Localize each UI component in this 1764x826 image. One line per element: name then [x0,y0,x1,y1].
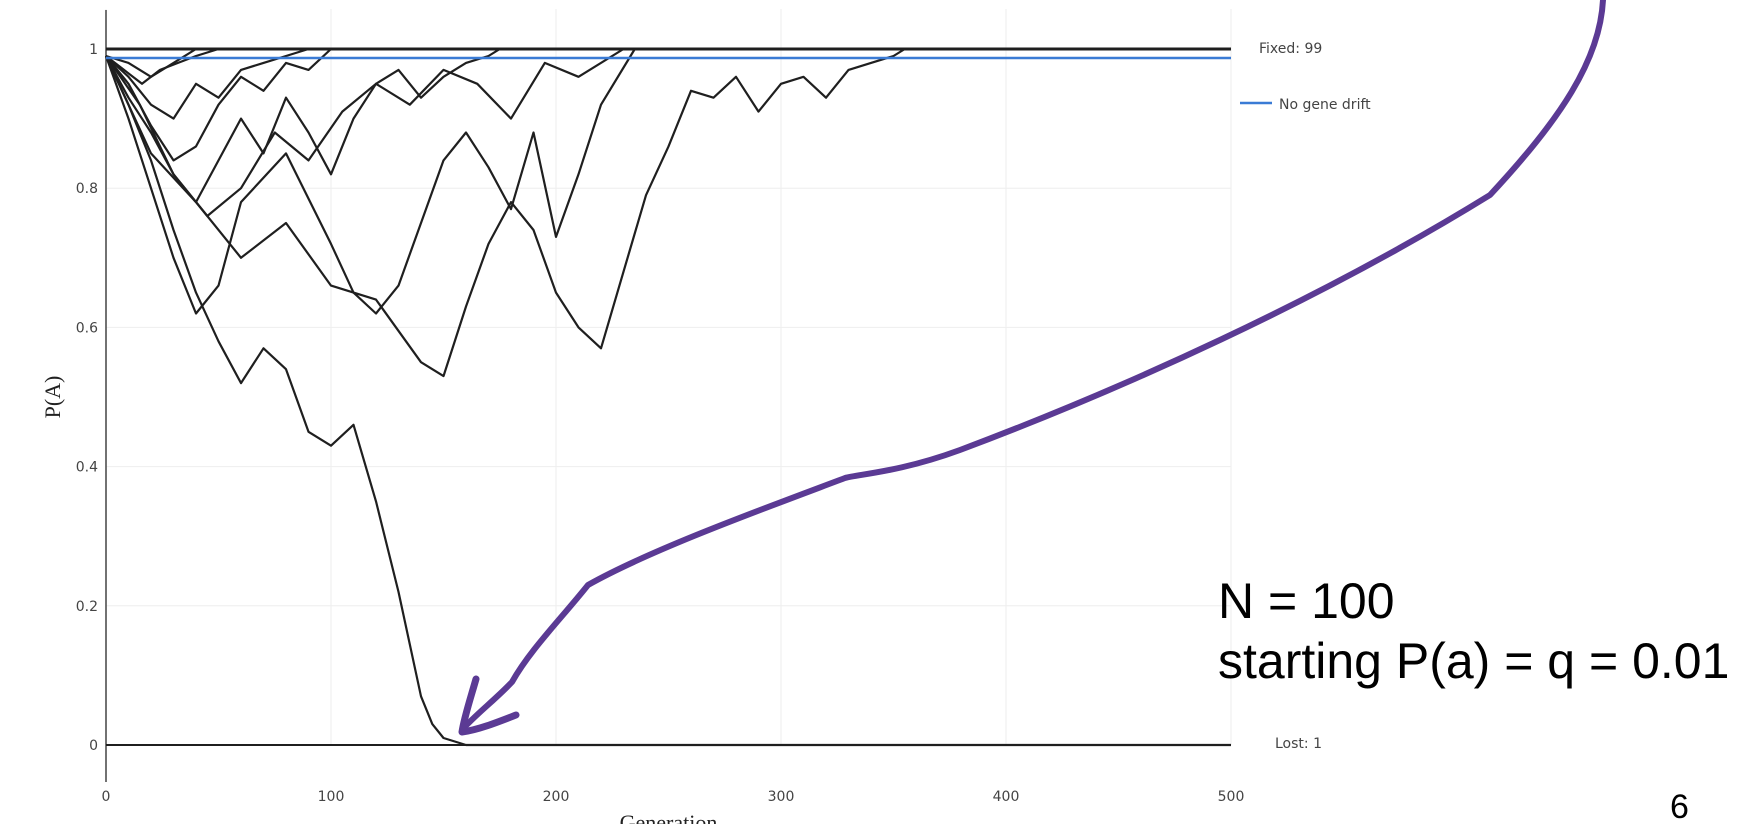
y-tick-label: 0.8 [76,181,98,197]
slide-number: 6 [1670,788,1689,826]
legend: Fixed: 99 No gene drift Lost: 1 [1240,41,1371,752]
y-axis-title: P(A) [40,376,65,419]
series-line-6 [105,47,1231,162]
series-line-3 [104,47,1231,315]
y-tick-label: 0 [89,738,98,754]
series-line-9 [105,47,1231,78]
annotation-arrow [458,0,1606,736]
y-tick-label: 0.6 [76,320,98,336]
series-lines [104,47,1231,747]
annotation-population-size: N = 100 [1218,573,1395,629]
series-line-2 [105,47,1231,378]
legend-lost: Lost: 1 [1275,736,1322,752]
x-tick-label: 500 [1218,789,1245,805]
arrow-shaft [459,0,1606,733]
gridlines [105,9,1232,746]
series-line-4 [105,47,1231,218]
legend-fixed: Fixed: 99 [1259,41,1322,57]
series-line-1 [105,55,1231,747]
x-axis-title: Generation [620,810,718,824]
legend-no-gene-drift: No gene drift [1279,97,1371,113]
tick-labels: 0 100 200 300 400 500 0 0.2 0.4 0.6 0.8 1 [76,42,1245,805]
x-tick-label: 400 [993,789,1020,805]
y-tick-label: 0.2 [76,599,98,615]
x-tick-label: 200 [543,789,570,805]
x-tick-label: 100 [318,789,345,805]
series-line-5 [105,47,1231,204]
x-tick-label: 300 [768,789,795,805]
y-tick-label: 1 [89,42,98,58]
arrow-head [458,675,520,736]
x-tick-label: 0 [102,789,111,805]
annotation-starting-frequency: starting P(a) = q = 0.01 [1218,633,1730,689]
y-tick-label: 0.4 [76,460,98,476]
series-line-7 [105,47,1231,120]
reference-lines [106,47,1231,746]
